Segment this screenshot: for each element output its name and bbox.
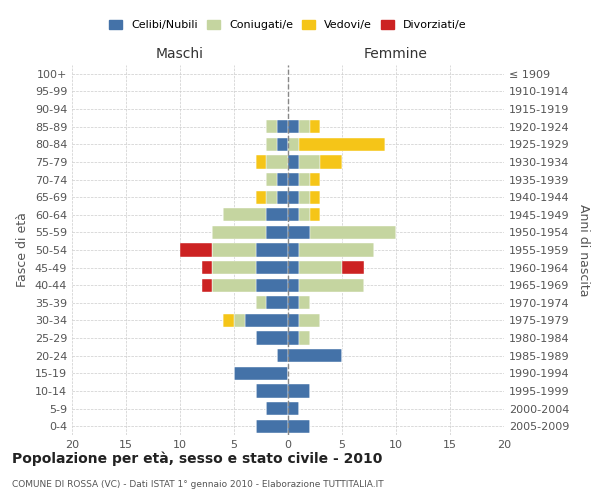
Text: COMUNE DI ROSSA (VC) - Dati ISTAT 1° gennaio 2010 - Elaborazione TUTTITALIA.IT: COMUNE DI ROSSA (VC) - Dati ISTAT 1° gen… bbox=[12, 480, 383, 489]
Bar bbox=[266, 208, 288, 222]
Bar bbox=[288, 384, 310, 398]
Bar bbox=[288, 332, 299, 344]
Bar bbox=[299, 261, 342, 274]
Bar bbox=[266, 296, 288, 310]
Bar bbox=[266, 138, 277, 151]
Bar bbox=[310, 226, 396, 239]
Bar bbox=[266, 156, 288, 168]
Bar bbox=[256, 244, 288, 256]
Bar bbox=[288, 208, 299, 222]
Bar bbox=[288, 138, 299, 151]
Text: Popolazione per età, sesso e stato civile - 2010: Popolazione per età, sesso e stato civil… bbox=[12, 452, 382, 466]
Bar bbox=[256, 278, 288, 292]
Bar bbox=[223, 208, 266, 222]
Bar bbox=[277, 138, 288, 151]
Bar bbox=[202, 278, 212, 292]
Bar bbox=[288, 278, 299, 292]
Bar bbox=[212, 244, 256, 256]
Bar bbox=[299, 208, 310, 222]
Bar bbox=[212, 278, 256, 292]
Bar bbox=[288, 402, 299, 415]
Bar bbox=[299, 332, 310, 344]
Bar bbox=[234, 314, 245, 327]
Bar bbox=[310, 173, 320, 186]
Bar bbox=[223, 314, 234, 327]
Bar bbox=[310, 120, 320, 134]
Bar bbox=[234, 366, 288, 380]
Bar bbox=[299, 138, 385, 151]
Bar bbox=[299, 296, 310, 310]
Bar bbox=[288, 349, 342, 362]
Bar bbox=[299, 120, 310, 134]
Bar bbox=[256, 420, 288, 433]
Bar bbox=[299, 314, 320, 327]
Bar bbox=[266, 120, 277, 134]
Bar bbox=[277, 173, 288, 186]
Bar bbox=[299, 278, 364, 292]
Bar bbox=[288, 120, 299, 134]
Bar bbox=[288, 261, 299, 274]
Bar bbox=[266, 226, 288, 239]
Bar bbox=[310, 208, 320, 222]
Bar bbox=[266, 190, 277, 204]
Bar bbox=[180, 244, 212, 256]
Bar bbox=[212, 226, 266, 239]
Bar bbox=[277, 120, 288, 134]
Bar bbox=[256, 190, 266, 204]
Bar bbox=[299, 244, 374, 256]
Bar bbox=[288, 296, 299, 310]
Bar bbox=[320, 156, 342, 168]
Y-axis label: Anni di nascita: Anni di nascita bbox=[577, 204, 590, 296]
Bar bbox=[256, 332, 288, 344]
Bar bbox=[245, 314, 288, 327]
Bar bbox=[202, 261, 212, 274]
Bar bbox=[288, 190, 299, 204]
Bar bbox=[288, 173, 299, 186]
Bar bbox=[256, 384, 288, 398]
Bar bbox=[212, 261, 256, 274]
Bar bbox=[256, 156, 266, 168]
Bar bbox=[277, 349, 288, 362]
Bar bbox=[256, 296, 266, 310]
Bar bbox=[277, 190, 288, 204]
Bar bbox=[288, 420, 310, 433]
Bar bbox=[310, 190, 320, 204]
Text: Femmine: Femmine bbox=[364, 48, 428, 62]
Legend: Celibi/Nubili, Coniugati/e, Vedovi/e, Divorziati/e: Celibi/Nubili, Coniugati/e, Vedovi/e, Di… bbox=[105, 15, 471, 34]
Bar bbox=[299, 173, 310, 186]
Bar bbox=[342, 261, 364, 274]
Bar bbox=[266, 402, 288, 415]
Bar bbox=[288, 156, 299, 168]
Bar bbox=[288, 244, 299, 256]
Bar bbox=[299, 190, 310, 204]
Bar bbox=[256, 261, 288, 274]
Bar bbox=[266, 173, 277, 186]
Bar bbox=[288, 314, 299, 327]
Text: Maschi: Maschi bbox=[156, 48, 204, 62]
Y-axis label: Fasce di età: Fasce di età bbox=[16, 212, 29, 288]
Bar bbox=[288, 226, 310, 239]
Bar bbox=[299, 156, 320, 168]
